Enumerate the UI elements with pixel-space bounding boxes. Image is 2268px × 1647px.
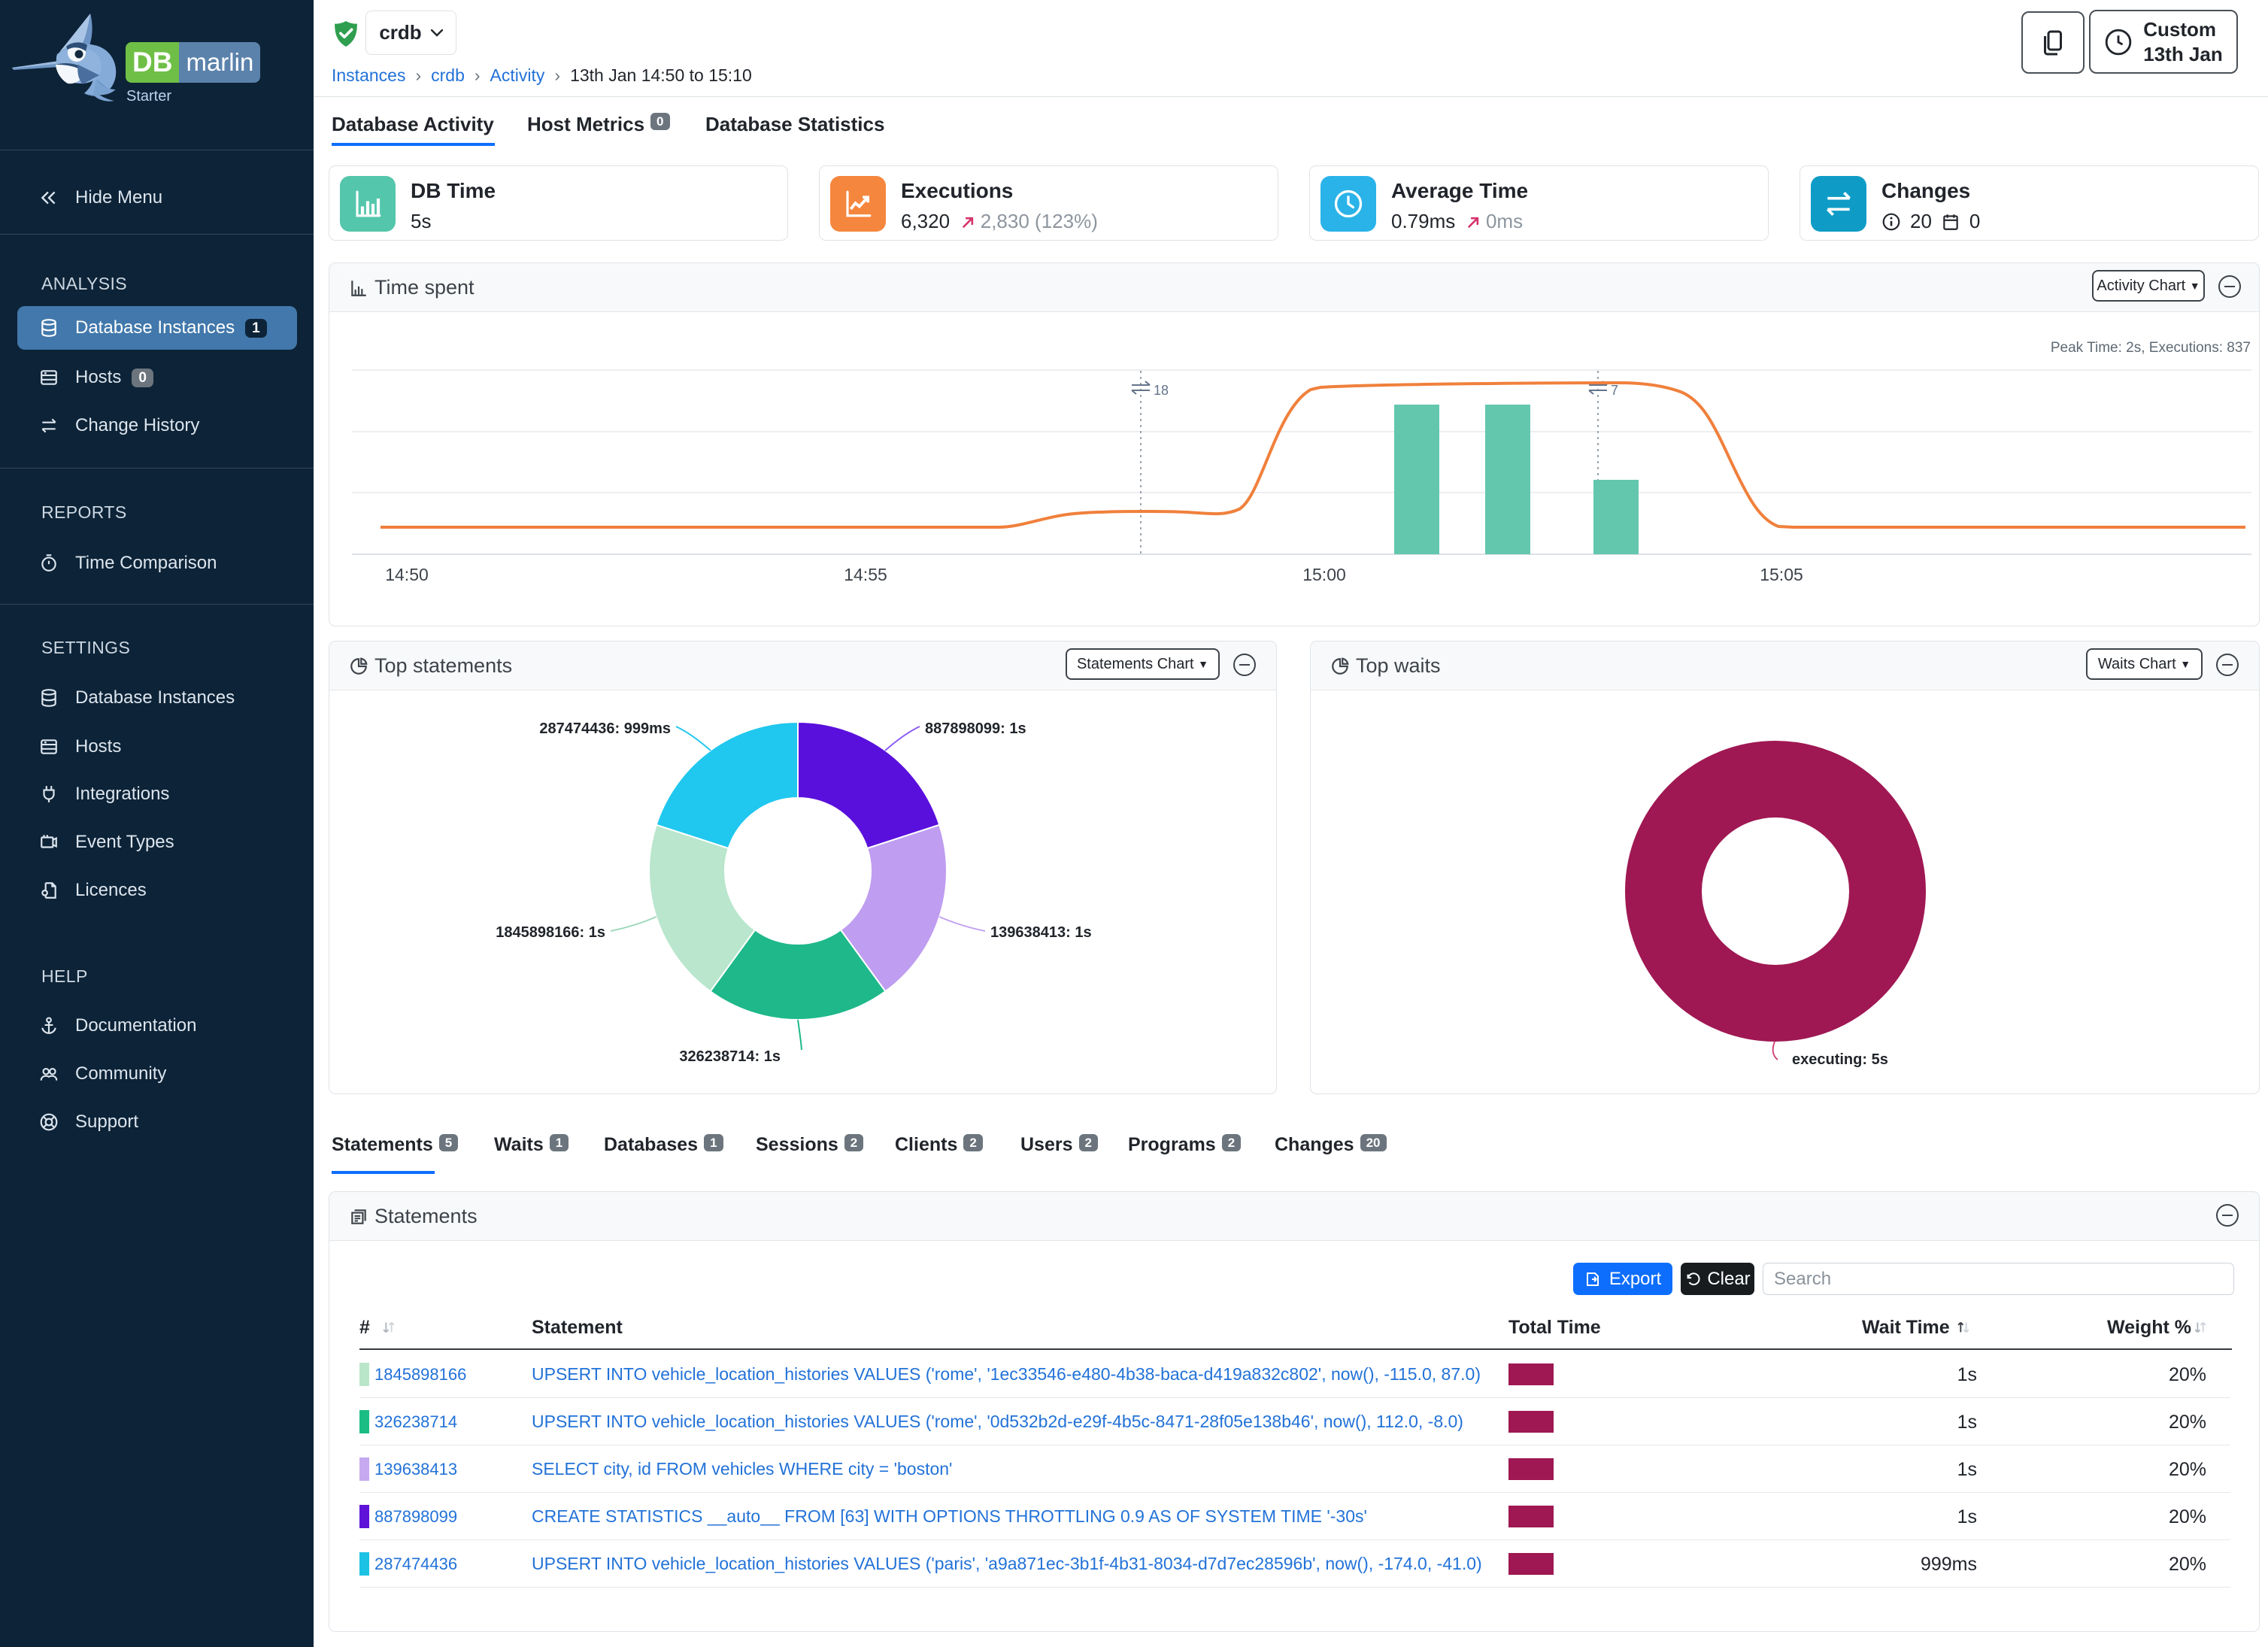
svg-text:1845898166: 1s: 1845898166: 1s — [496, 924, 605, 941]
svg-text:7: 7 — [1611, 383, 1618, 398]
svg-text:18: 18 — [1154, 383, 1169, 398]
svg-text:139638413: 1s: 139638413: 1s — [990, 924, 1092, 941]
svg-text:Peak Time: 2s, Executions: 837: Peak Time: 2s, Executions: 837 — [2051, 340, 2251, 356]
svg-text:executing: 5s: executing: 5s — [1792, 1051, 1888, 1068]
svg-text:15:00: 15:00 — [1302, 565, 1346, 584]
svg-text:14:55: 14:55 — [844, 565, 887, 584]
svg-text:287474436: 999ms: 287474436: 999ms — [539, 720, 671, 737]
svg-text:14:50: 14:50 — [385, 565, 429, 584]
svg-text:326238714: 1s: 326238714: 1s — [679, 1048, 781, 1065]
svg-text:15:05: 15:05 — [1760, 565, 1803, 584]
svg-text:887898099: 1s: 887898099: 1s — [925, 720, 1026, 737]
